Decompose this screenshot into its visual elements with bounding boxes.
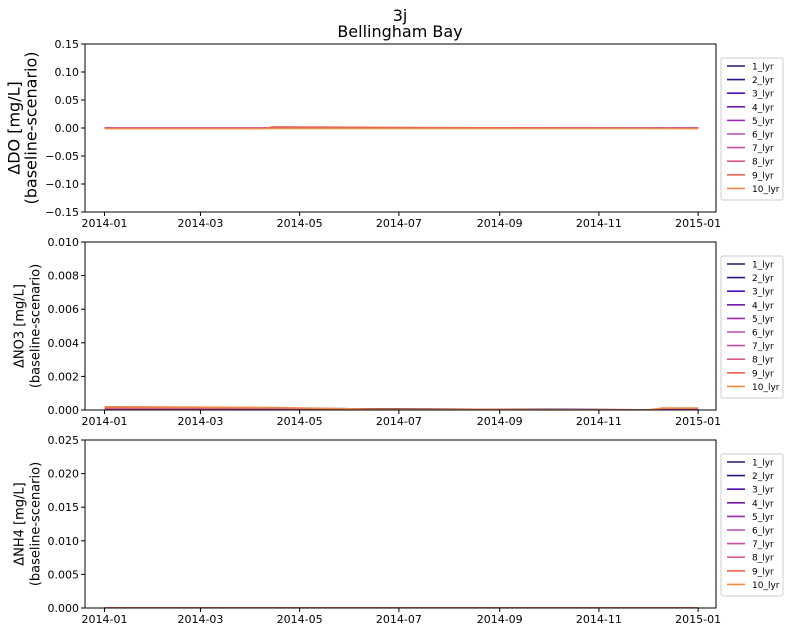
do-ylabel-line1: ΔDO [mg/L]	[5, 81, 24, 174]
do-ytick-label: −0.15	[45, 206, 79, 219]
no3-xtick-label: 2014-07	[376, 415, 422, 428]
do-legend: 1_lyr 2_lyr 3_lyr 4_lyr 5_lyr 6_lyr 7_lyr 8_lyr…	[720, 57, 784, 201]
do-xtick-label: 2015-01	[675, 217, 721, 230]
nh4-ytick-label: 0.020	[48, 468, 80, 481]
do-legend-label-10_lyr: 10_lyr	[752, 185, 780, 195]
no3-xtick-label: 2015-01	[675, 415, 721, 428]
no3-ylabel-line1: ΔNO3 [mg/L]	[13, 284, 28, 368]
nh4-ytick-label: 0.015	[48, 501, 80, 514]
no3-ylabel-line2: (baseline-scenario)	[29, 264, 44, 388]
nh4-xtick-label: 2014-07	[376, 613, 422, 626]
nh4-ytick-label: 0.010	[48, 535, 80, 548]
no3-ytick-label: 0.000	[48, 404, 80, 417]
nh4-ylabel-line1: ΔNH4 [mg/L]	[13, 482, 28, 565]
no3-legend-label-5_lyr: 5_lyr	[752, 315, 774, 325]
do-ylabel-line2: (baseline-scenario)	[22, 51, 41, 204]
do-series-group	[104, 126, 699, 130]
do-ytick-label: 0.10	[55, 66, 80, 79]
figure-title-line1: 3j	[393, 6, 408, 25]
nh4-xtick-label: 2014-05	[277, 613, 323, 626]
nh4-xtick-label: 2014-03	[177, 613, 223, 626]
do-legend-label-5_lyr: 5_lyr	[752, 117, 774, 127]
no3-legend-label-10_lyr: 10_lyr	[752, 383, 780, 393]
nh4-xtick-label: 2014-01	[82, 613, 128, 626]
do-xtick-label: 2014-03	[177, 217, 223, 230]
do-legend-label-4_lyr: 4_lyr	[752, 103, 774, 113]
do-legend-label-3_lyr: 3_lyr	[752, 90, 774, 100]
do-ytick-label: −0.10	[45, 178, 79, 191]
no3-legend-label-3_lyr: 3_lyr	[752, 288, 774, 298]
no3-xtick-label: 2014-05	[277, 415, 323, 428]
do-legend-label-7_lyr: 7_lyr	[752, 144, 774, 154]
nh4-legend-label-3_lyr: 3_lyr	[752, 486, 774, 496]
nh4-legend-label-6_lyr: 6_lyr	[752, 527, 774, 537]
nh4-axes-frame	[84, 439, 717, 609]
do-legend-label-8_lyr: 8_lyr	[752, 158, 774, 168]
nh4-ylabel-line2: (baseline-scenario)	[29, 462, 44, 586]
nh4-legend-label-5_lyr: 5_lyr	[752, 513, 774, 523]
nh4-legend: 1_lyr 2_lyr 3_lyr 4_lyr 5_lyr 6_lyr 7_lyr 8_lyr…	[720, 453, 784, 597]
nh4-xtick-label: 2014-09	[477, 613, 523, 626]
do-legend-label-6_lyr: 6_lyr	[752, 131, 774, 141]
no3-ytick-label: 0.004	[48, 337, 80, 350]
no3-legend-label-8_lyr: 8_lyr	[752, 356, 774, 366]
no3-legend: 1_lyr 2_lyr 3_lyr 4_lyr 5_lyr 6_lyr 7_lyr 8_lyr…	[720, 255, 784, 399]
nh4-legend-label-10_lyr: 10_lyr	[752, 581, 780, 591]
no3-legend-label-7_lyr: 7_lyr	[752, 342, 774, 352]
no3-ytick-label: 0.010	[48, 236, 80, 249]
nh4-xtick-label: 2015-01	[675, 613, 721, 626]
no3-ytick-label: 0.008	[48, 270, 80, 283]
no3-ytick-label: 0.006	[48, 303, 80, 316]
nh4-legend-label-4_lyr: 4_lyr	[752, 499, 774, 509]
no3-axes-frame	[84, 241, 717, 411]
no3-xtick-label: 2014-09	[477, 415, 523, 428]
do-xtick-label: 2014-11	[576, 217, 622, 230]
nh4-xtick-label: 2014-11	[576, 613, 622, 626]
do-ytick-label: 0.05	[55, 94, 80, 107]
figure-title-line2: Bellingham Bay	[337, 22, 462, 41]
nh4-legend-label-1_lyr: 1_lyr	[752, 459, 774, 469]
no3-series-line-10_lyr	[104, 405, 699, 410]
no3-xtick-label: 2014-11	[576, 415, 622, 428]
do-xtick-label: 2014-05	[277, 217, 323, 230]
nh4-legend-label-2_lyr: 2_lyr	[752, 472, 774, 482]
nh4-legend-label-8_lyr: 8_lyr	[752, 554, 774, 564]
nh4-ytick-label: 0.000	[48, 602, 80, 615]
no3-xtick-label: 2014-03	[177, 415, 223, 428]
no3-xtick-label: 2014-01	[82, 415, 128, 428]
no3-legend-label-1_lyr: 1_lyr	[752, 261, 774, 271]
nh4-legend-label-7_lyr: 7_lyr	[752, 540, 774, 550]
do-ytick-label: 0.00	[55, 122, 80, 135]
do-legend-label-1_lyr: 1_lyr	[752, 63, 774, 73]
do-legend-label-2_lyr: 2_lyr	[752, 76, 774, 86]
do-xtick-label: 2014-07	[376, 217, 422, 230]
no3-series-group	[104, 405, 699, 410]
nh4-legend-label-9_lyr: 9_lyr	[752, 567, 774, 577]
do-ytick-label: −0.05	[45, 150, 79, 163]
do-ytick-label: 0.15	[55, 38, 80, 51]
do-legend-label-9_lyr: 9_lyr	[752, 171, 774, 181]
no3-ytick-label: 0.002	[48, 370, 80, 383]
nh4-ytick-label: 0.025	[48, 434, 80, 447]
no3-legend-label-9_lyr: 9_lyr	[752, 369, 774, 379]
nh4-ytick-label: 0.005	[48, 568, 80, 581]
do-xtick-label: 2014-01	[82, 217, 128, 230]
no3-legend-label-4_lyr: 4_lyr	[752, 301, 774, 311]
no3-legend-label-2_lyr: 2_lyr	[752, 274, 774, 284]
no3-legend-label-6_lyr: 6_lyr	[752, 329, 774, 339]
do-xtick-label: 2014-09	[477, 217, 523, 230]
